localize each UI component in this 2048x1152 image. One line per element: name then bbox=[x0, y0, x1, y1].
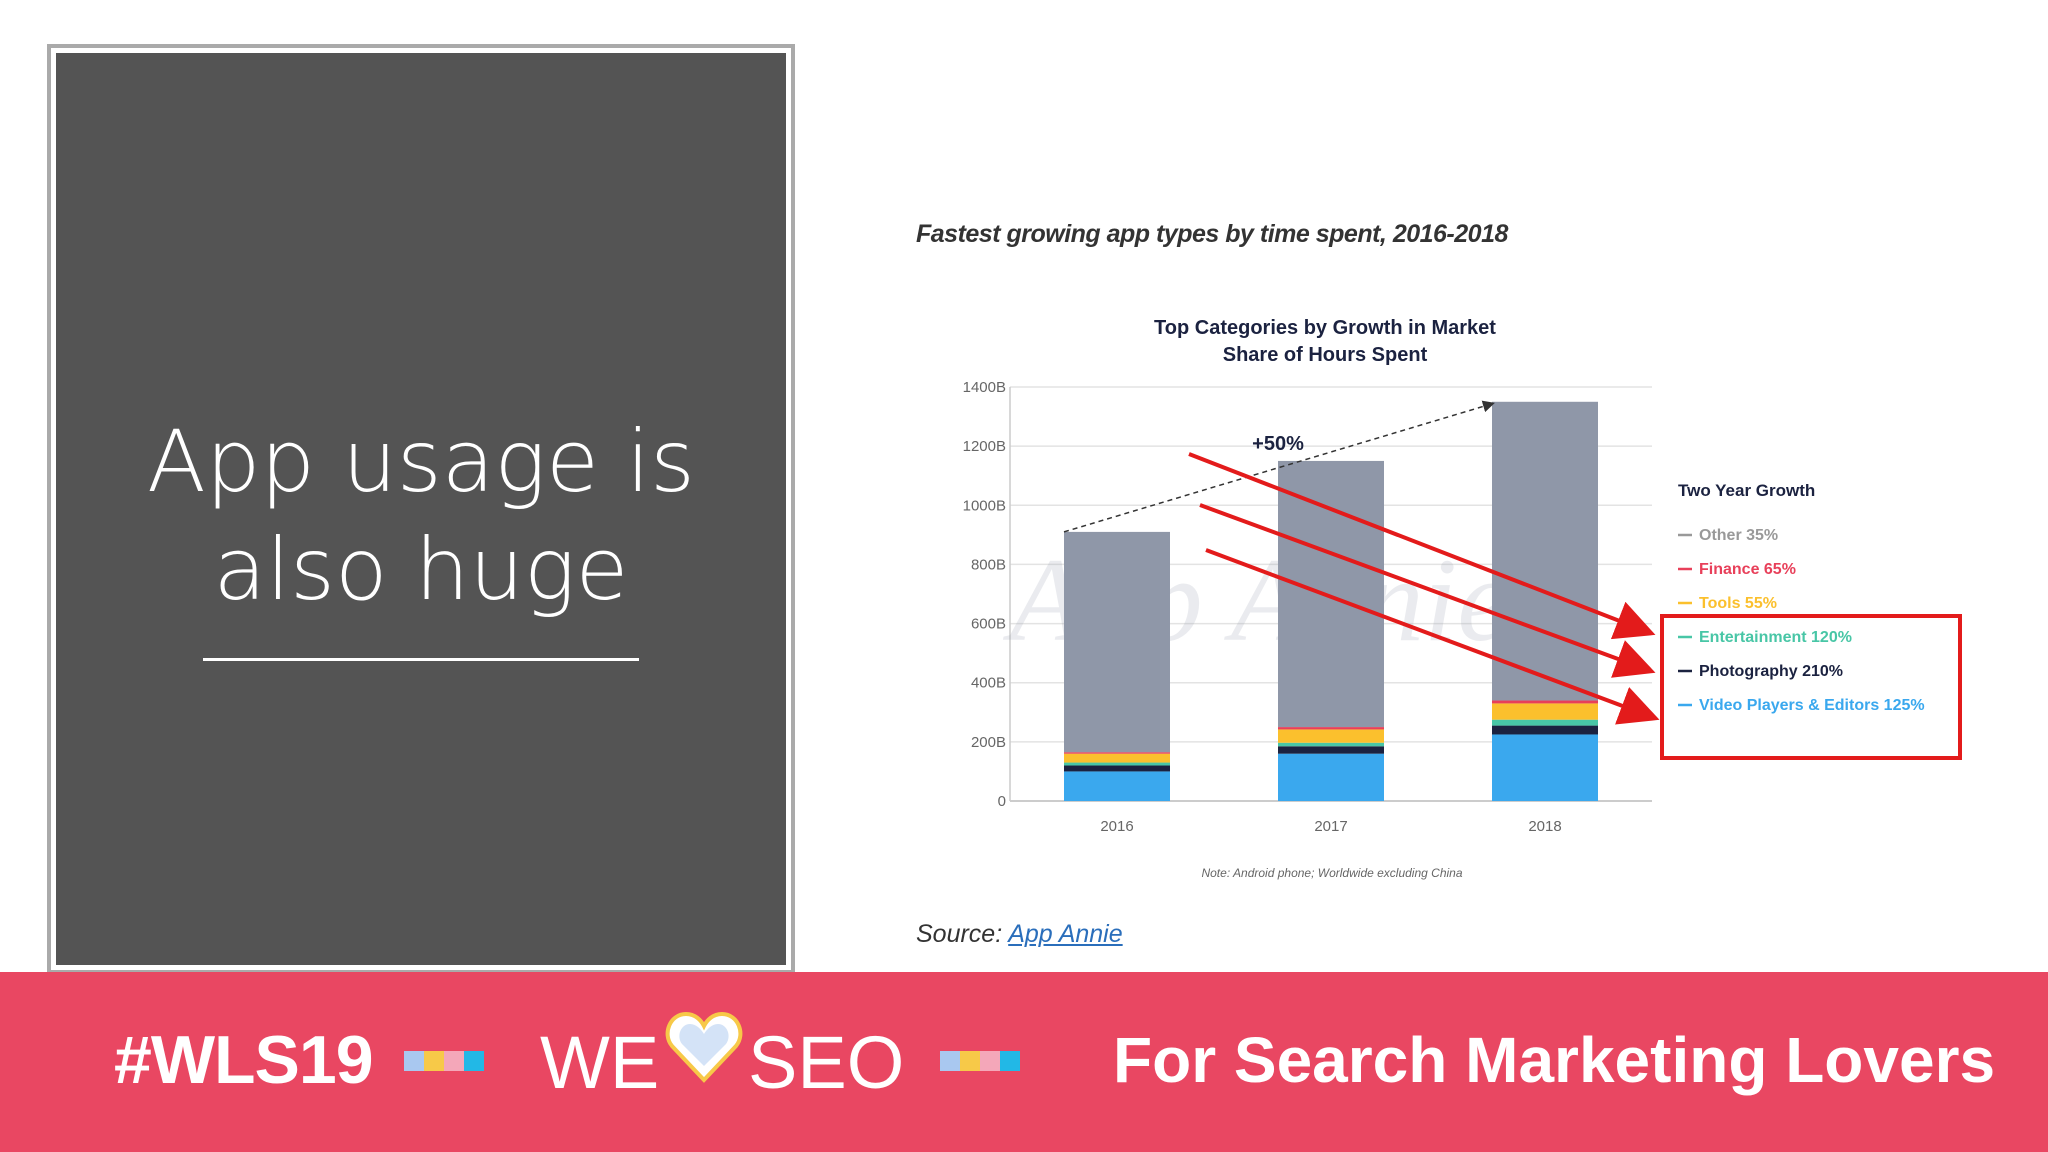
legend-entry: Video Players & Editors 125% bbox=[1699, 697, 1925, 714]
color-strip-left bbox=[404, 1051, 484, 1071]
chart-caption: Fastest growing app types by time spent,… bbox=[916, 220, 1508, 248]
legend-entry: Entertainment 120% bbox=[1699, 629, 1852, 646]
color-strip-right bbox=[940, 1051, 1020, 1071]
bar-chart: Top Categories by Growth in Market Share … bbox=[963, 317, 1962, 880]
bar-segment bbox=[1278, 753, 1384, 801]
source-label: Source: bbox=[916, 920, 1003, 948]
bar-segment bbox=[1064, 531, 1170, 753]
bar-segment bbox=[1278, 746, 1384, 754]
y-tick-label: 200B bbox=[971, 734, 1006, 751]
bar-segment bbox=[1278, 729, 1384, 743]
bar-segment bbox=[1492, 700, 1598, 704]
x-tick-label: 2018 bbox=[1528, 818, 1561, 835]
bar-segment bbox=[1492, 725, 1598, 735]
bar-segment bbox=[1492, 719, 1598, 726]
bar-segment bbox=[1278, 742, 1384, 747]
color-strip-swatch bbox=[404, 1051, 424, 1071]
bar-segment bbox=[1278, 727, 1384, 730]
bar-segment bbox=[1492, 734, 1598, 801]
color-strip-swatch bbox=[444, 1051, 464, 1071]
bar-segment bbox=[1278, 460, 1384, 728]
bar-segment bbox=[1064, 765, 1170, 772]
legend-entry: Other 35% bbox=[1699, 527, 1778, 544]
color-strip-swatch bbox=[464, 1051, 484, 1071]
bar-segment bbox=[1064, 771, 1170, 801]
red-arrow bbox=[1199, 503, 1656, 678]
heart-icon bbox=[665, 1011, 743, 1083]
growth-trend-line bbox=[1063, 400, 1495, 533]
y-tick-label: 400B bbox=[971, 675, 1006, 692]
y-tick-label: 0 bbox=[998, 793, 1006, 810]
y-tick-label: 1200B bbox=[963, 438, 1006, 455]
color-strip-swatch bbox=[940, 1051, 960, 1071]
color-strip-swatch bbox=[1000, 1051, 1020, 1071]
source-link[interactable]: App Annie bbox=[1008, 920, 1123, 948]
chart-note: Note: Android phone; Worldwide excluding… bbox=[1201, 866, 1462, 880]
title-panel: App usage is also huge bbox=[47, 44, 795, 974]
y-tick-label: 800B bbox=[971, 556, 1006, 573]
bar-segment bbox=[1064, 753, 1170, 763]
y-tick-label: 1400B bbox=[963, 379, 1006, 396]
growth-annotation: +50% bbox=[1252, 433, 1304, 455]
color-strip-swatch bbox=[960, 1051, 980, 1071]
logo-seo-text: SEO bbox=[748, 1021, 905, 1104]
red-arrow bbox=[1205, 548, 1660, 725]
legend-entry: Finance 65% bbox=[1699, 561, 1796, 578]
y-tick-label: 600B bbox=[971, 616, 1006, 633]
bar-segment bbox=[1064, 752, 1170, 754]
red-arrow bbox=[1188, 452, 1656, 640]
chart-title-line: Top Categories by Growth in Market bbox=[1154, 317, 1496, 339]
footer-tagline: For Search Marketing Lovers bbox=[1113, 1024, 1996, 1096]
x-tick-label: 2016 bbox=[1100, 818, 1133, 835]
title-underline bbox=[203, 658, 639, 661]
bar-segment bbox=[1492, 703, 1598, 720]
legend-entry: Photography 210% bbox=[1699, 663, 1843, 680]
x-tick-label: 2017 bbox=[1314, 818, 1347, 835]
y-tick-label: 1000B bbox=[963, 497, 1006, 514]
color-strip-swatch bbox=[424, 1051, 444, 1071]
color-strip-swatch bbox=[980, 1051, 1000, 1071]
we-love-seo-logo: WE SEO bbox=[540, 994, 904, 1134]
slide-title: App usage is also huge bbox=[147, 412, 695, 620]
chart-title-line: Share of Hours Spent bbox=[1223, 344, 1428, 366]
footer-banner: #WLS19 WE SEO For Search Marketing Lover… bbox=[0, 972, 2048, 1152]
bar-segment bbox=[1492, 401, 1598, 701]
logo-we-text: WE bbox=[540, 1021, 660, 1104]
bar-segment bbox=[1064, 762, 1170, 766]
legend-entry: Tools 55% bbox=[1699, 595, 1777, 612]
source-line: Source: App Annie bbox=[916, 920, 1123, 949]
legend-title: Two Year Growth bbox=[1678, 481, 1815, 500]
legend-highlight-box bbox=[1660, 614, 1962, 760]
footer-hashtag: #WLS19 bbox=[114, 1022, 374, 1098]
